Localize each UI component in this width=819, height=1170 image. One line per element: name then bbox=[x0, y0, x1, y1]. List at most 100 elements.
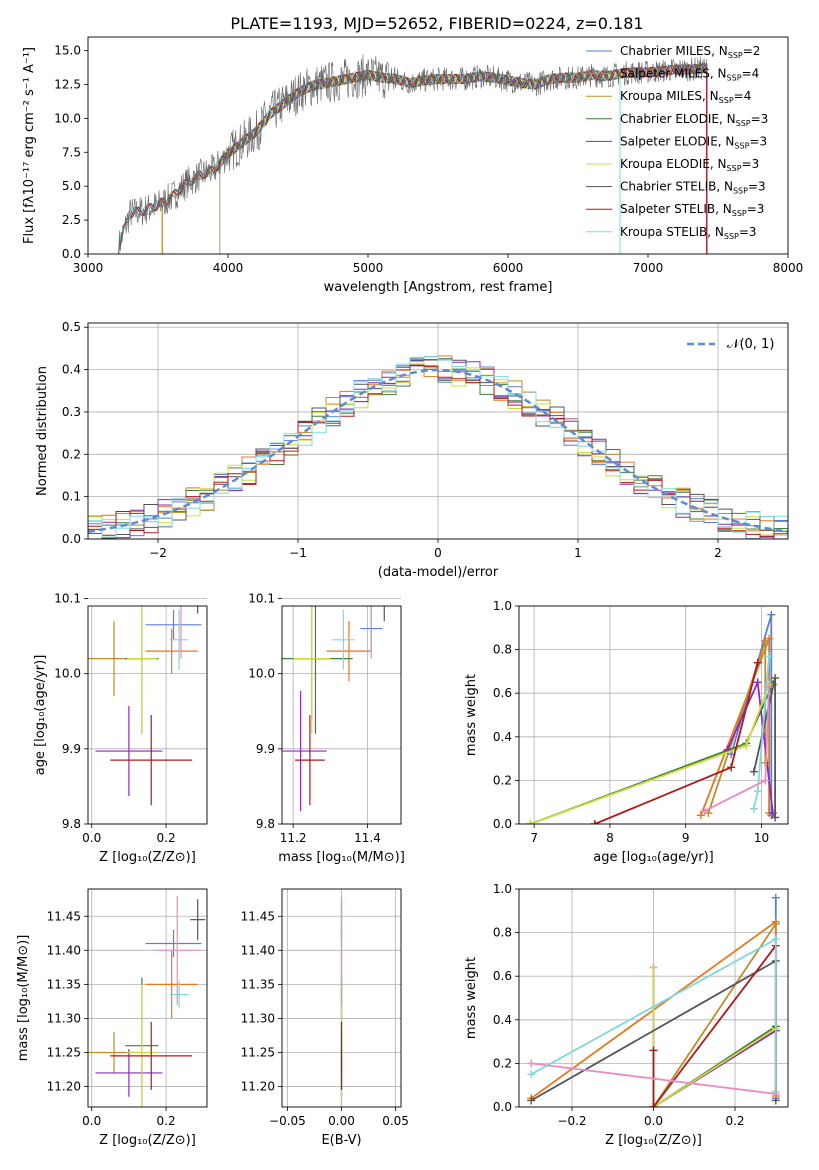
x-axis-label: Z [log₁₀(Z/Z⊙)] bbox=[605, 1133, 702, 1148]
x-tick-label: 11.4 bbox=[354, 831, 381, 845]
x-tick-label: 0.2 bbox=[725, 1114, 744, 1128]
point-marker bbox=[727, 763, 736, 772]
model-spectrum-line bbox=[118, 62, 708, 254]
point-marker bbox=[771, 673, 780, 682]
x-tick-label: 0.00 bbox=[328, 1114, 355, 1128]
y-tick-label: 11.35 bbox=[241, 977, 275, 991]
y-tick-label: 11.30 bbox=[47, 1011, 81, 1025]
y-tick-label: 0.4 bbox=[493, 1013, 512, 1027]
y-tick-label: 0.2 bbox=[493, 773, 512, 787]
y-tick-label: 15.0 bbox=[54, 44, 81, 58]
y-tick-label: 0.0 bbox=[493, 817, 512, 831]
plots: 3000 4000 5000 6000 7000 80000.02.55.07.510.0… bbox=[16, 36, 804, 1148]
axes-frame bbox=[281, 605, 402, 825]
axes-frame bbox=[87, 322, 789, 540]
plot-area bbox=[526, 610, 780, 824]
y-tick-label: 1.0 bbox=[493, 599, 512, 613]
x-tick-label: −0.05 bbox=[269, 1114, 306, 1128]
point-marker bbox=[771, 813, 780, 822]
histogram-step bbox=[88, 356, 788, 539]
x-axis-label: Z [log₁₀(Z/Z⊙)] bbox=[99, 1133, 196, 1148]
y-axis-label: mass [log₁₀(M/M⊙)] bbox=[16, 935, 31, 1062]
x-tick-label: 0.0 bbox=[82, 831, 101, 845]
point-marker bbox=[749, 767, 758, 776]
mass-weight-line bbox=[652, 923, 777, 1107]
y-tick-label: 11.45 bbox=[241, 909, 275, 923]
y-tick-label: 11.30 bbox=[241, 1011, 275, 1025]
y-tick-label: 0.8 bbox=[493, 926, 512, 940]
mass-weight-line bbox=[530, 684, 774, 824]
panel-spectrum: 3000 4000 5000 6000 7000 8000 0.0 2.5 5.0 7.5 10.0… bbox=[22, 36, 804, 295]
x-tick-label: −2 bbox=[149, 546, 167, 560]
legend-label: Chabrier ELODIE, NSSP=3 bbox=[620, 112, 768, 128]
y-tick-label: 10.1 bbox=[248, 591, 275, 605]
point-marker bbox=[765, 652, 774, 661]
point-marker bbox=[527, 1059, 536, 1068]
x-axis-label: (data-model)/error bbox=[378, 565, 499, 580]
legend-label: Chabrier STELIB, NSSP=3 bbox=[620, 180, 766, 196]
point-marker bbox=[771, 893, 780, 902]
y-axis-label: Flux [fλ10⁻¹⁷ erg cm⁻² s⁻¹ A⁻¹] bbox=[22, 47, 37, 244]
x-tick-label: 0.2 bbox=[157, 1114, 176, 1128]
y-tick-label: 9.9 bbox=[256, 742, 275, 756]
x-tick-label: 2 bbox=[714, 546, 722, 560]
mass-weight-line bbox=[652, 945, 777, 1107]
model-spectrum-line bbox=[118, 69, 621, 254]
axes-frame bbox=[87, 888, 208, 1108]
panel-mass-vs-EBV: −0.05 0.00 0.05 11.20 11.25 11.30 11.35 11.40 11… bbox=[241, 888, 409, 1148]
y-tick-label: 0.2 bbox=[493, 1056, 512, 1070]
y-tick-label: 9.8 bbox=[256, 817, 275, 831]
y-tick-label: 0.8 bbox=[493, 643, 512, 657]
x-tick-label: 5000 bbox=[353, 261, 384, 275]
panel-age-vs-Z: 0.0 0.2 9.8 9.9 10.0 10.1 Z [log₁₀(Z/Z⊙)] age [… bbox=[33, 591, 208, 865]
mass-weight-line bbox=[700, 638, 770, 816]
y-tick-label: 10.0 bbox=[54, 111, 81, 125]
gaussian-curve bbox=[88, 368, 788, 533]
point-marker bbox=[742, 741, 751, 750]
panel-age-vs-mass: 11.2 11.4 9.8 9.9 10.0 10.1 mass [log₁₀(M/M⊙)] bbox=[248, 591, 404, 865]
axes-frame bbox=[518, 888, 789, 1108]
y-tick-label: 0.0 bbox=[62, 532, 81, 546]
point-marker bbox=[749, 804, 758, 813]
x-tick-label: 6000 bbox=[493, 261, 524, 275]
point-marker bbox=[649, 963, 658, 972]
y-tick-label: 0.4 bbox=[62, 363, 81, 377]
point-marker bbox=[753, 658, 762, 667]
point-marker bbox=[527, 1070, 536, 1079]
y-tick-label: 11.20 bbox=[47, 1080, 81, 1094]
point-marker bbox=[761, 776, 770, 785]
mass-weight-line bbox=[531, 1062, 776, 1095]
y-tick-label: 0.6 bbox=[493, 969, 512, 983]
y-tick-label: 11.35 bbox=[47, 977, 81, 991]
y-tick-label: 12.5 bbox=[54, 77, 81, 91]
x-tick-label: 8 bbox=[606, 831, 614, 845]
y-tick-label: 0.3 bbox=[62, 405, 81, 419]
x-tick-label: 0 bbox=[434, 546, 442, 560]
point-marker bbox=[696, 811, 705, 820]
x-tick-label: 4000 bbox=[213, 261, 244, 275]
point-marker bbox=[767, 610, 776, 619]
legend-label: Kroupa ELODIE, NSSP=3 bbox=[620, 157, 759, 173]
x-axis-label: Z [log₁₀(Z/Z⊙)] bbox=[99, 850, 196, 865]
plot-area bbox=[527, 893, 780, 1107]
x-tick-label: 8000 bbox=[773, 261, 804, 275]
panel-residuals: −2 −1 0 1 2 0.0 0.1 0.2 0.3 0.4 0.5 𝒩(0, 1) (data-mo… bbox=[35, 320, 789, 580]
figure-title: PLATE=1193, MJD=52652, FIBERID=0224, z=0… bbox=[230, 14, 643, 33]
y-tick-label: 11.40 bbox=[47, 943, 81, 957]
x-tick-label: 9 bbox=[682, 831, 690, 845]
y-tick-label: 0.0 bbox=[62, 247, 81, 261]
legend-label: Chabrier MILES, NSSP=2 bbox=[620, 44, 760, 60]
x-tick-label: 7000 bbox=[633, 261, 664, 275]
point-marker bbox=[649, 1103, 658, 1107]
y-tick-label: 10.1 bbox=[54, 591, 81, 605]
point-marker bbox=[765, 682, 774, 691]
plot-area bbox=[118, 54, 708, 254]
panel-massweight-vs-age: 7 8 9 10 0.0 0.2 0.4 0.6 0.8 1.0 age [log₁₀(age/yr… bbox=[464, 599, 789, 865]
point-marker bbox=[761, 636, 770, 645]
point-marker bbox=[526, 820, 535, 824]
data-spectrum-line bbox=[118, 54, 708, 254]
axes-frame bbox=[87, 605, 208, 825]
x-axis-label: wavelength [Angstrom, rest frame] bbox=[324, 280, 553, 295]
point-marker bbox=[700, 806, 709, 815]
legend-label: Kroupa STELIB, NSSP=3 bbox=[620, 225, 757, 241]
